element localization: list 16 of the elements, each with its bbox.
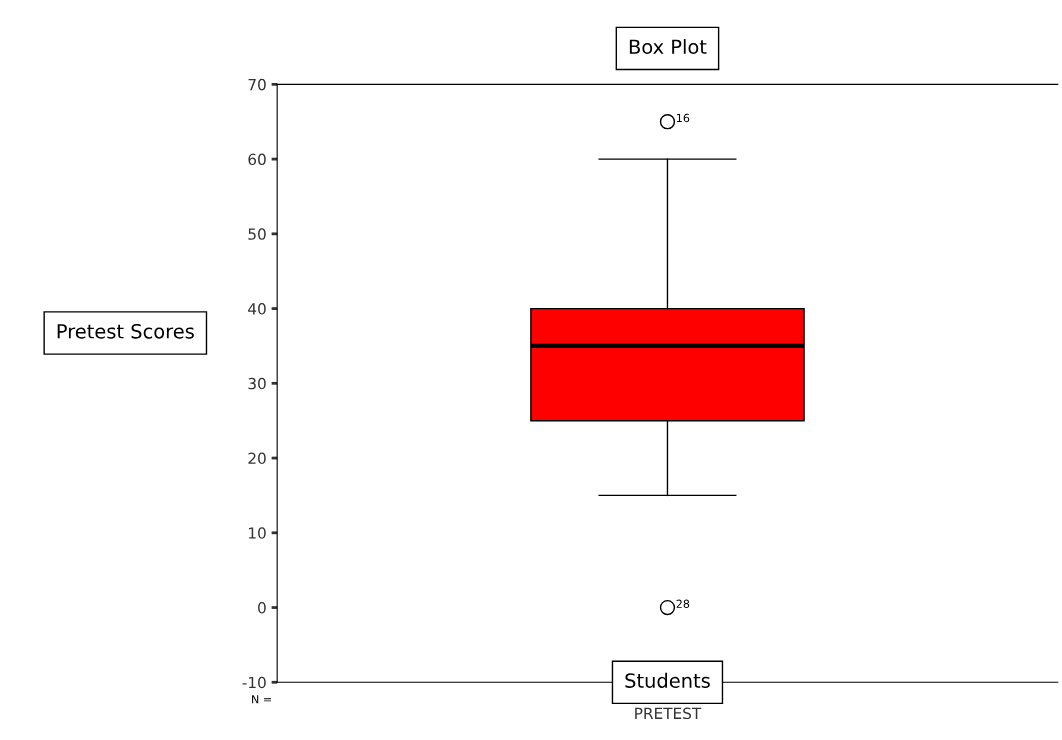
x-axis-title: Students	[625, 672, 710, 688]
annotation: 28	[676, 599, 690, 608]
y-tick-label: 30	[248, 377, 266, 390]
y-tick-label: 20	[248, 452, 266, 465]
text: N =	[252, 695, 271, 704]
y-tick-label: 40	[248, 303, 266, 315]
y-tick-label: -10	[242, 676, 266, 689]
y-tick-label: 10	[249, 527, 266, 539]
y-axis-title: Pretest Scores	[57, 323, 194, 339]
y-tick-label: 70	[248, 78, 266, 91]
y-tick-label: 60	[248, 153, 266, 166]
y-tick-label: 50	[248, 228, 266, 240]
y-tick-label: 0	[258, 602, 266, 614]
x-tick-label: PRETEST	[635, 707, 702, 720]
chart-title: Box Plot	[629, 39, 707, 55]
annotation: 16	[677, 113, 690, 123]
